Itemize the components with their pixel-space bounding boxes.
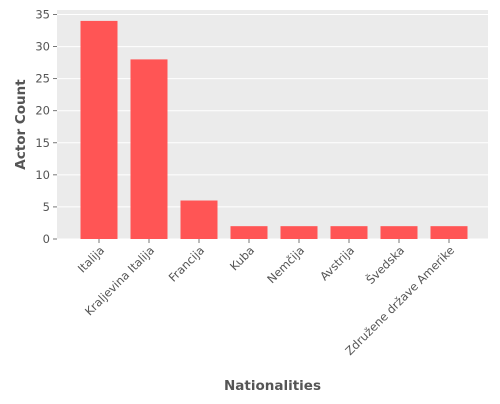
x-tick-label: Kuba <box>227 243 257 273</box>
x-tick-label: Nemčija <box>264 243 307 286</box>
y-tick-label: 0 <box>43 232 50 246</box>
grid-lines <box>57 13 488 240</box>
y-tick-label: 20 <box>35 104 50 118</box>
y-tick-label: 35 <box>35 7 50 21</box>
bar <box>80 20 118 240</box>
bar <box>330 226 368 239</box>
bar <box>130 59 168 240</box>
y-tick-label: 30 <box>35 40 50 54</box>
y-axis-title: Actor Count <box>13 79 29 170</box>
y-tick-label: 10 <box>35 168 50 182</box>
bar <box>230 226 268 239</box>
x-tick-label: Francija <box>166 243 207 284</box>
bar <box>180 200 218 239</box>
bar <box>430 226 468 239</box>
x-tick-label: Avstrija <box>317 243 357 283</box>
y-tick-label: 25 <box>35 72 50 86</box>
bars <box>80 20 468 240</box>
plot-background <box>57 10 488 239</box>
x-axis-title: Nationalities <box>224 378 321 394</box>
bar <box>280 226 318 239</box>
bar <box>380 226 418 239</box>
y-tick-label: 5 <box>43 200 50 214</box>
y-tick-label: 15 <box>35 136 50 150</box>
y-axis-ticks: 0 5 10 15 20 25 30 35 <box>35 7 57 246</box>
x-tick-label: Italija <box>75 243 107 275</box>
x-tick-label: Švedska <box>363 243 408 288</box>
